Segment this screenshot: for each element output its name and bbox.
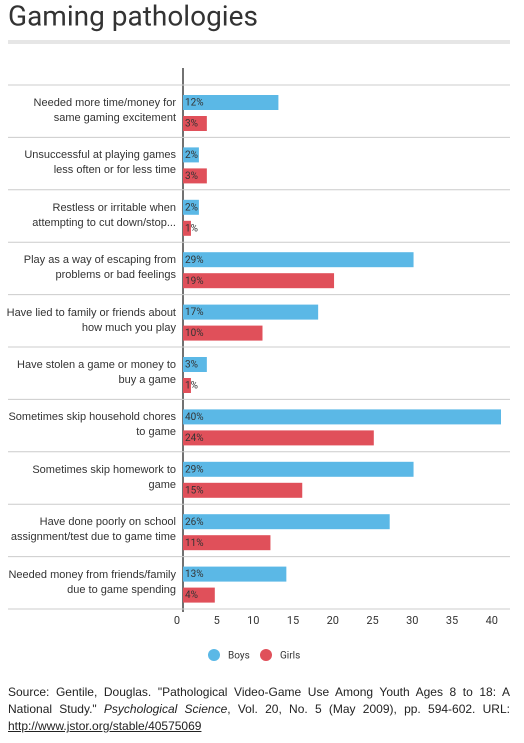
chart-title: Gaming pathologies [8,0,258,32]
category-label: Have done poorly on school assignment/te… [10,516,176,544]
legend-swatch [208,649,220,661]
value-label: 29% [185,255,204,266]
x-tick-label: 25 [366,614,378,627]
value-label: 1% [185,223,198,234]
value-label: 11% [185,538,204,549]
bar [183,514,390,530]
category-label: Unsuccessful at playing games less often… [24,149,176,177]
value-label: 15% [185,485,204,496]
value-label: 40% [185,412,204,423]
category-label: Restless or irritable when attempting to… [32,201,176,229]
source-text: Source: Gentile, Douglas. "Pathological … [8,685,510,716]
value-label: 13% [185,569,204,580]
category-label: Have lied to family or friends about how… [6,306,176,334]
category-label: Sometimes skip homework to game [32,463,176,491]
x-tick-label: 15 [287,614,299,627]
bar [183,304,319,320]
bar [183,357,207,372]
source-text: , Vol. 20, No. 5 (May 2009), pp. 594-602… [227,702,510,716]
source-journal: Psychological Science [103,702,228,716]
bar [183,535,271,551]
category-label: Sometimes skip household chores to game [8,411,176,439]
x-tick-label: 10 [247,614,259,627]
bar [183,378,191,393]
legend-label: Boys [228,651,250,662]
bar [183,430,374,446]
legend-swatch [260,649,272,661]
value-label: 2% [185,150,198,161]
bar [183,95,279,110]
x-tick-label: 35 [446,614,458,627]
value-label: 10% [185,328,204,339]
source-link[interactable]: http://www.jstor.org/stable/40575069 [8,719,202,733]
category-label: Needed more time/money for same gaming e… [33,97,176,124]
bar [183,587,215,603]
x-tick-label: 0 [174,614,180,627]
value-label: 17% [185,307,204,318]
bar [183,252,414,268]
source: Source: Gentile, Douglas. "Pathological … [8,684,510,735]
x-tick-label: 20 [327,614,339,627]
value-label: 3% [185,171,198,182]
value-label: 12% [185,98,204,109]
value-label: 24% [185,433,204,444]
legend-label: Girls [280,651,300,662]
category-label: Have stolen a game or money to buy a gam… [17,359,176,386]
x-tick-label: 40 [486,614,498,627]
value-label: 29% [185,464,204,475]
bar [183,566,287,582]
bar [183,325,263,341]
x-tick-label: 5 [214,614,220,627]
value-label: 3% [185,119,198,130]
category-label: Play as a way of escaping from problems … [23,254,176,282]
x-tick-label: 30 [406,614,418,627]
value-label: 1% [185,381,198,392]
value-label: 2% [185,202,198,213]
value-label: 4% [185,590,198,601]
bar [183,482,303,498]
value-label: 26% [185,517,204,528]
value-label: 3% [185,360,198,371]
bar [183,220,191,236]
category-label: Needed money from friends/family due to … [8,568,176,596]
bar [183,147,199,163]
bar [183,168,207,184]
bar [183,409,501,425]
bar [183,199,199,215]
title-rule [8,40,510,44]
bar [183,461,414,477]
bar [183,116,207,131]
value-label: 19% [185,276,204,287]
bar [183,273,335,289]
